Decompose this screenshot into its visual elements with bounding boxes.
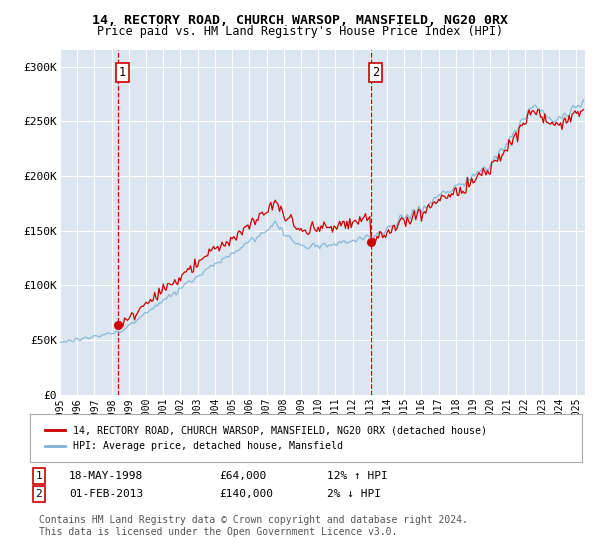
Text: 18-MAY-1998: 18-MAY-1998	[69, 471, 143, 481]
Text: 2: 2	[35, 489, 43, 499]
Text: 1: 1	[119, 66, 126, 79]
Text: £140,000: £140,000	[219, 489, 273, 499]
Text: 2% ↓ HPI: 2% ↓ HPI	[327, 489, 381, 499]
Legend: 14, RECTORY ROAD, CHURCH WARSOP, MANSFIELD, NG20 0RX (detached house), HPI: Aver: 14, RECTORY ROAD, CHURCH WARSOP, MANSFIE…	[41, 421, 491, 455]
Text: £64,000: £64,000	[219, 471, 266, 481]
Text: 12% ↑ HPI: 12% ↑ HPI	[327, 471, 388, 481]
Point	[113, 320, 123, 329]
Text: 2: 2	[372, 66, 379, 79]
Text: 14, RECTORY ROAD, CHURCH WARSOP, MANSFIELD, NG20 0RX: 14, RECTORY ROAD, CHURCH WARSOP, MANSFIE…	[92, 14, 508, 27]
Text: 1: 1	[35, 471, 43, 481]
Point	[367, 237, 376, 246]
Text: Contains HM Land Registry data © Crown copyright and database right 2024.
This d: Contains HM Land Registry data © Crown c…	[39, 515, 468, 537]
Text: Price paid vs. HM Land Registry's House Price Index (HPI): Price paid vs. HM Land Registry's House …	[97, 25, 503, 38]
Text: 01-FEB-2013: 01-FEB-2013	[69, 489, 143, 499]
